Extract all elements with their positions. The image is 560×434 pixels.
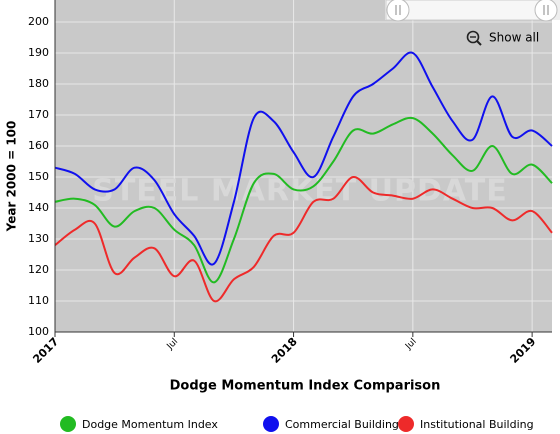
y-tick-label: 160: [28, 139, 49, 152]
legend-label: Commercial Building: [285, 418, 399, 431]
legend-marker: [60, 416, 76, 432]
chart-title: Dodge Momentum Index Comparison: [170, 379, 441, 394]
legend-marker: [263, 416, 279, 432]
show-all-button[interactable]: Show all: [466, 30, 540, 46]
x-tick-label: 2017: [30, 335, 61, 366]
zoom-icon: [476, 40, 482, 46]
y-tick-label: 150: [28, 170, 49, 183]
legend-label: Dodge Momentum Index: [82, 418, 218, 431]
slider-handle[interactable]: [534, 0, 558, 22]
y-tick-label: 170: [28, 108, 49, 121]
y-axis-label: Year 2000 = 100: [5, 121, 19, 233]
series-line: [54, 51, 553, 266]
legend-label: Institutional Building: [420, 418, 534, 431]
y-tick-label: 130: [28, 232, 49, 245]
y-tick-label: 110: [28, 294, 49, 307]
x-tick-label: 2019: [508, 335, 539, 366]
y-tick-label: 200: [28, 15, 49, 28]
grid: [54, 0, 552, 333]
series-lines: [54, 51, 553, 303]
y-tick-label: 180: [28, 77, 49, 90]
y-tick-label: 140: [28, 201, 49, 214]
legend: Dodge Momentum Index Commercial Building I…: [60, 416, 534, 432]
zoom-icon: [466, 30, 480, 44]
slider-range: [385, 0, 547, 21]
slider-handle[interactable]: [386, 0, 410, 22]
x-tick-label: Jul: [165, 337, 180, 352]
series-line: [54, 116, 553, 284]
plot-background: [55, 0, 552, 332]
series-line: [54, 176, 553, 303]
y-tick-label: 100: [28, 325, 49, 338]
y-tick-label: 120: [28, 263, 49, 276]
legend-marker: [398, 416, 414, 432]
x-tick-label: 2018: [269, 335, 300, 366]
range-slider[interactable]: [385, 0, 560, 22]
y-tick-label: 190: [28, 46, 49, 59]
x-tick-label: Jul: [403, 337, 418, 352]
show-all-label[interactable]: Show all: [489, 31, 539, 45]
